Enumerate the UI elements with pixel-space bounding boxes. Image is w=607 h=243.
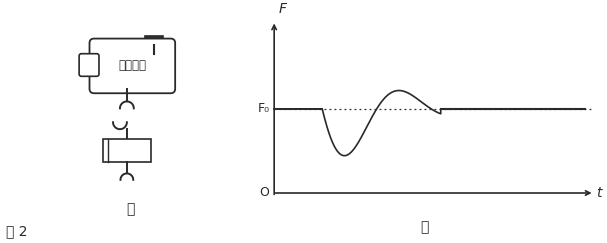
Bar <box>103 139 151 162</box>
FancyBboxPatch shape <box>79 54 99 76</box>
Text: 力传感器: 力传感器 <box>118 60 146 72</box>
Text: t: t <box>596 186 602 200</box>
Text: 甲: 甲 <box>126 202 135 216</box>
Text: 乙: 乙 <box>421 220 429 234</box>
Text: O: O <box>259 186 270 200</box>
Bar <box>145 36 163 45</box>
FancyBboxPatch shape <box>89 39 175 93</box>
Text: F₀: F₀ <box>257 102 270 115</box>
Text: 图 2: 图 2 <box>6 224 27 238</box>
Text: F: F <box>279 2 287 16</box>
